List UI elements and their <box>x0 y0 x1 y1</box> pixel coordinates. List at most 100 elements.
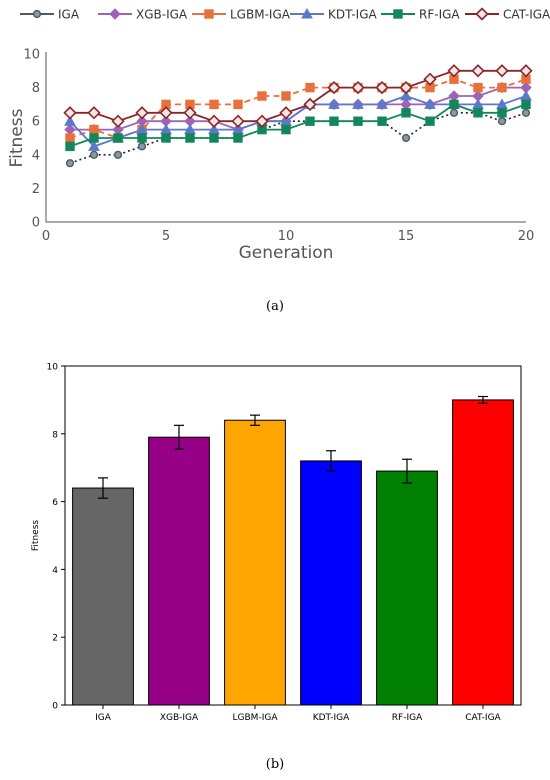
data-point-lgbm-iga <box>473 82 483 93</box>
data-point-cat-iga <box>519 64 533 78</box>
x-tick-label: 15 <box>398 229 415 244</box>
y-tick-label: 8 <box>52 430 58 440</box>
bar-kdt-iga <box>300 460 362 706</box>
error-bar-lgbm-iga <box>250 414 260 426</box>
data-point-cat-iga <box>423 72 437 86</box>
y-tick-label: 10 <box>47 363 59 373</box>
legend-marker-lgbm-iga <box>204 9 214 19</box>
data-point-rf-iga <box>89 133 99 143</box>
legend-label-iga: IGA <box>58 8 80 22</box>
legend-item-iga: IGA <box>20 8 80 22</box>
y-tick-label: 0 <box>52 702 58 712</box>
x-tick-label: 20 <box>518 229 535 244</box>
x-tick-label: RF-IGA <box>392 713 423 723</box>
data-point-iga <box>113 150 123 159</box>
data-point-xgb-iga <box>400 98 412 111</box>
data-point-lgbm-iga <box>65 133 75 143</box>
data-point-lgbm-iga <box>233 99 243 110</box>
data-point-rf-iga <box>497 108 507 118</box>
series-cat-iga <box>63 64 533 128</box>
error-bar-iga <box>98 477 108 499</box>
bar-cat-iga <box>452 399 514 706</box>
x-tick-label: 5 <box>162 229 170 244</box>
data-point-rf-iga <box>209 133 219 143</box>
x-tick-label: LGBM-IGA <box>233 713 279 723</box>
y-tick-label: 8 <box>32 81 40 96</box>
error-bar-rf-iga <box>402 458 412 484</box>
y-tick-label: 6 <box>52 498 58 508</box>
legend-item-xgb-iga: XGB-IGA <box>98 8 188 22</box>
legend-marker-iga <box>32 9 42 19</box>
y-tick-label: 10 <box>23 48 40 63</box>
data-point-rf-iga <box>233 133 243 143</box>
y-axis-title: Fitness <box>7 108 27 167</box>
data-point-cat-iga <box>255 114 269 128</box>
data-point-cat-iga <box>279 106 293 120</box>
data-point-lgbm-iga <box>89 124 99 135</box>
x-tick-label: CAT-IGA <box>465 713 501 723</box>
data-point-lgbm-iga <box>497 82 507 93</box>
data-point-cat-iga <box>135 106 149 120</box>
panel-label-a: (a) <box>266 299 284 314</box>
data-point-cat-iga <box>63 106 77 120</box>
data-point-kdt-iga <box>376 98 388 109</box>
data-point-lgbm-iga <box>281 91 291 101</box>
data-point-rf-iga <box>113 133 123 143</box>
y-tick-label: 0 <box>32 216 40 231</box>
legend-item-lgbm-iga: LGBM-IGA <box>192 8 291 22</box>
data-point-lgbm-iga <box>209 99 219 110</box>
data-point-iga <box>137 142 147 151</box>
legend-label-cat-iga: CAT-IGA <box>503 8 550 22</box>
plot-frame <box>64 365 522 706</box>
x-tick-label: KDT-IGA <box>313 713 350 723</box>
panel-label-b: (b) <box>266 757 284 772</box>
legend-item-rf-iga: RF-IGA <box>381 8 460 22</box>
data-point-iga <box>497 117 507 126</box>
y-tick-label: 6 <box>32 115 40 130</box>
legend-item-cat-iga: CAT-IGA <box>465 7 550 22</box>
data-point-iga <box>521 108 531 117</box>
legend-label-rf-iga: RF-IGA <box>419 8 460 22</box>
y-axis-title: Fitness <box>31 520 41 551</box>
data-point-rf-iga <box>65 141 75 152</box>
data-point-rf-iga <box>353 116 363 126</box>
bar-rf-iga <box>376 470 438 706</box>
data-point-rf-iga <box>449 99 459 110</box>
series-rf-iga <box>65 99 531 152</box>
x-axis-title: Generation <box>239 243 334 263</box>
data-point-lgbm-iga <box>257 91 267 101</box>
legend-label-kdt-iga: KDT-IGA <box>328 8 378 22</box>
data-point-cat-iga <box>327 80 341 95</box>
data-point-rf-iga <box>305 116 315 126</box>
data-point-iga <box>401 133 411 143</box>
x-tick-label: 10 <box>278 229 295 244</box>
y-tick-label: 2 <box>32 182 40 197</box>
data-point-lgbm-iga <box>305 82 315 93</box>
data-point-cat-iga <box>231 114 245 128</box>
legend-marker-xgb-iga <box>109 8 121 20</box>
data-point-iga <box>449 108 459 117</box>
data-point-iga <box>65 159 75 168</box>
x-tick-label: 0 <box>42 229 50 244</box>
data-point-kdt-iga <box>352 98 364 109</box>
data-point-rf-iga <box>329 116 339 126</box>
data-point-rf-iga <box>473 108 483 118</box>
y-tick-label: 4 <box>52 566 58 576</box>
line-chart-generation-fitness: IGA XGB-IGA LGBM-IGA KDT-IGA RF-IGA CAT-IGA 0 5… <box>7 7 550 314</box>
data-point-rf-iga <box>377 116 387 126</box>
data-point-cat-iga <box>447 64 461 78</box>
series-line-iga <box>69 112 527 164</box>
data-point-rf-iga <box>521 99 531 110</box>
data-point-rf-iga <box>401 108 411 118</box>
legend-marker-kdt-iga <box>301 7 313 19</box>
y-tick-label: 2 <box>52 634 58 644</box>
data-point-kdt-iga <box>328 98 340 109</box>
error-bar-kdt-iga <box>326 450 336 472</box>
data-point-iga <box>89 150 99 159</box>
data-point-kdt-iga <box>64 115 76 126</box>
bar-xgb-iga <box>148 436 210 706</box>
data-point-kdt-iga <box>400 89 412 101</box>
data-point-cat-iga <box>375 80 389 95</box>
